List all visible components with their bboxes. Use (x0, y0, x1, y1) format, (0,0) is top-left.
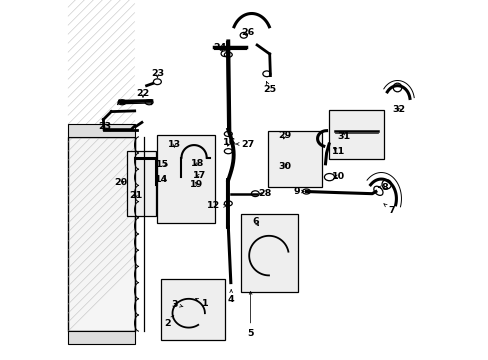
Text: 23: 23 (98, 122, 111, 131)
Bar (328, 110, 384, 159)
Text: 13: 13 (167, 140, 181, 149)
Text: 16: 16 (223, 138, 236, 147)
Text: 4: 4 (227, 289, 234, 304)
Text: 3: 3 (171, 300, 183, 309)
Text: 29: 29 (278, 131, 291, 140)
Text: 21: 21 (129, 191, 142, 199)
Bar (127, 151, 156, 216)
Text: 22: 22 (136, 89, 149, 98)
Text: 6: 6 (251, 217, 258, 226)
Bar (157, 135, 215, 223)
Text: 8: 8 (378, 183, 387, 192)
Bar (241, 214, 297, 292)
Text: 20: 20 (114, 179, 127, 188)
Text: 15: 15 (156, 160, 169, 168)
Text: 27: 27 (235, 140, 254, 149)
Text: 5: 5 (247, 292, 253, 338)
Bar (161, 279, 224, 340)
Text: 24: 24 (213, 43, 226, 52)
Text: 12: 12 (207, 202, 226, 210)
Text: 9: 9 (293, 187, 304, 196)
Bar (68, 331, 134, 344)
Text: 11: 11 (331, 147, 344, 156)
Bar (68, 137, 134, 331)
Text: 26: 26 (240, 28, 253, 37)
Text: 14: 14 (155, 175, 168, 184)
Text: 23: 23 (150, 69, 163, 78)
Text: 31: 31 (336, 132, 349, 141)
Text: 32: 32 (392, 105, 405, 114)
Text: 19: 19 (190, 180, 203, 189)
Text: 18: 18 (191, 159, 204, 168)
Text: 2: 2 (163, 316, 173, 328)
Bar (267, 131, 321, 187)
Text: 1: 1 (195, 298, 208, 307)
Text: 30: 30 (278, 162, 291, 171)
Text: 17: 17 (193, 171, 206, 180)
Bar (68, 124, 134, 137)
Text: 10: 10 (331, 172, 344, 181)
Text: 28: 28 (258, 189, 271, 198)
Text: 7: 7 (383, 204, 395, 215)
Text: 25: 25 (263, 82, 276, 94)
